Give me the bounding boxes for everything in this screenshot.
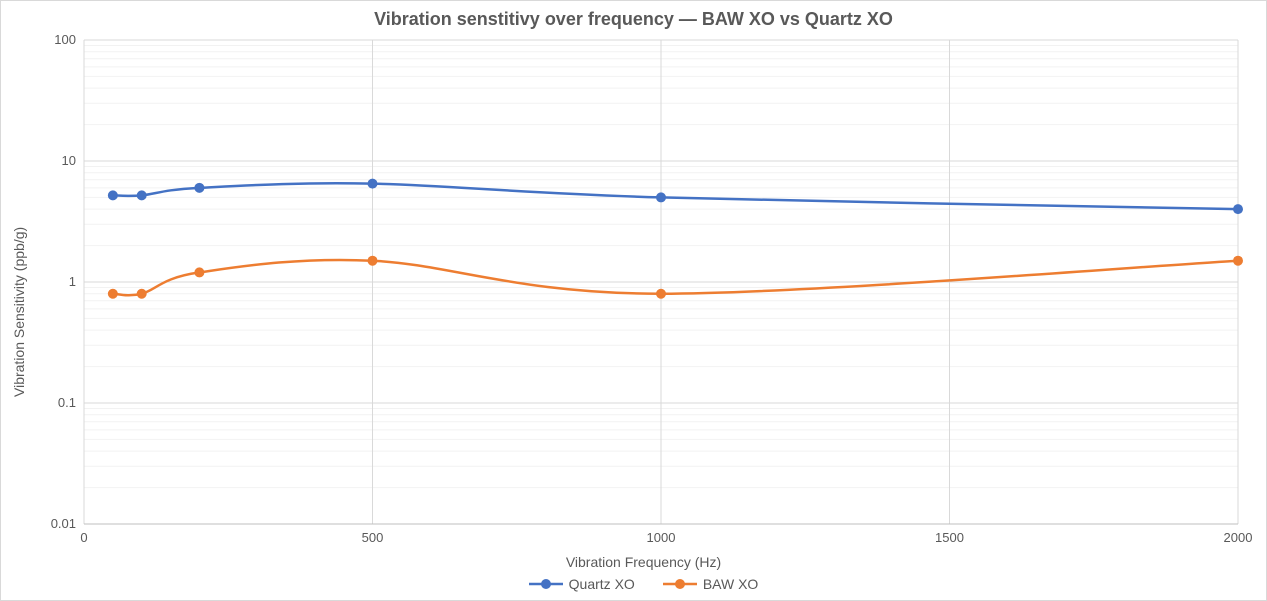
y-axis-label: Vibration Sensitivity (ppb/g): [9, 30, 29, 594]
series-marker-0: [1233, 204, 1243, 214]
svg-text:1500: 1500: [935, 530, 964, 545]
series-marker-1: [1233, 256, 1243, 266]
svg-text:2000: 2000: [1224, 530, 1253, 545]
x-axis-label: Vibration Frequency (Hz): [29, 554, 1258, 570]
plot-area: 0.010.11101000500100015002000: [29, 30, 1258, 552]
series-marker-1: [108, 289, 118, 299]
chart-title: Vibration senstitivy over frequency — BA…: [9, 9, 1258, 30]
series-marker-1: [137, 289, 147, 299]
legend-swatch: [529, 577, 563, 591]
series-marker-1: [194, 267, 204, 277]
svg-text:500: 500: [362, 530, 384, 545]
chart-body: Vibration Sensitivity (ppb/g) 0.01 0.1 1 10…: [9, 30, 1258, 594]
svg-text:0: 0: [80, 530, 87, 545]
plot-column: 0.010.11101000500100015002000 Vibration …: [29, 30, 1258, 594]
series-marker-0: [368, 179, 378, 189]
svg-text:1000: 1000: [647, 530, 676, 545]
series-marker-0: [656, 192, 666, 202]
legend-label: BAW XO: [703, 576, 759, 592]
svg-text:0.01: 0.01: [51, 516, 76, 531]
legend-item: Quartz XO: [529, 576, 635, 592]
svg-text:1: 1: [69, 274, 76, 289]
chart-container: Vibration senstitivy over frequency — BA…: [0, 0, 1267, 601]
svg-text:0.1: 0.1: [58, 395, 76, 410]
legend: Quartz XO BAW XO: [29, 570, 1258, 594]
legend-item: BAW XO: [663, 576, 759, 592]
series-marker-0: [137, 190, 147, 200]
legend-swatch: [663, 577, 697, 591]
series-marker-0: [194, 183, 204, 193]
series-marker-1: [656, 289, 666, 299]
series-marker-0: [108, 190, 118, 200]
svg-text:100: 100: [54, 32, 76, 47]
legend-label: Quartz XO: [569, 576, 635, 592]
svg-text:10: 10: [62, 153, 76, 168]
series-marker-1: [368, 256, 378, 266]
